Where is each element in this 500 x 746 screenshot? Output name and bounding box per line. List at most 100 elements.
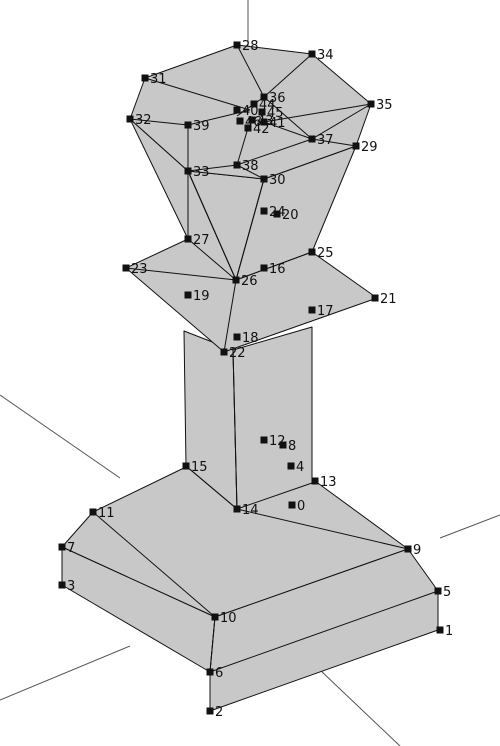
vertex-marker[interactable] (308, 248, 316, 256)
vertex-marker[interactable] (211, 613, 219, 621)
vertex-40[interactable]: 40 (233, 104, 259, 119)
vertex-marker[interactable] (206, 707, 214, 715)
vertex-37[interactable]: 37 (308, 133, 334, 148)
vertex-label: 31 (150, 72, 167, 87)
vertex-6[interactable]: 6 (206, 666, 224, 681)
vertex-11[interactable]: 11 (89, 506, 115, 521)
vertex-marker[interactable] (184, 235, 192, 243)
vertex-marker[interactable] (371, 294, 379, 302)
vertex-marker[interactable] (288, 501, 296, 509)
vertex-marker[interactable] (260, 207, 268, 215)
vertex-15[interactable]: 15 (182, 460, 208, 475)
vertex-marker[interactable] (308, 306, 316, 314)
vertex-22[interactable]: 22 (220, 346, 246, 361)
vertex-marker[interactable] (436, 626, 444, 634)
vertex-16[interactable]: 16 (260, 262, 286, 277)
vertex-marker[interactable] (260, 118, 268, 126)
vertex-12[interactable]: 12 (260, 434, 286, 449)
vertex-32[interactable]: 32 (126, 113, 152, 128)
vertex-marker[interactable] (58, 581, 66, 589)
vertex-20[interactable]: 20 (273, 208, 299, 223)
mesh-edge (311, 103, 372, 140)
vertex-marker[interactable] (248, 116, 256, 124)
vertex-27[interactable]: 27 (184, 233, 210, 248)
vertex-marker[interactable] (311, 477, 319, 485)
vertex-7[interactable]: 7 (58, 541, 76, 556)
vertex-34[interactable]: 34 (308, 48, 334, 63)
vertex-marker[interactable] (260, 436, 268, 444)
vertex-1[interactable]: 1 (436, 624, 454, 639)
vertex-5[interactable]: 5 (434, 585, 452, 600)
vertex-33[interactable]: 33 (184, 165, 210, 180)
vertex-marker[interactable] (250, 100, 258, 108)
vertex-marker[interactable] (258, 108, 266, 116)
vertex-marker[interactable] (58, 543, 66, 551)
vertex-marker[interactable] (233, 333, 241, 341)
vertex-marker[interactable] (308, 50, 316, 58)
vertex-2[interactable]: 2 (206, 705, 224, 720)
vertex-31[interactable]: 31 (141, 72, 167, 87)
vertex-marker[interactable] (184, 121, 192, 129)
vertex-4[interactable]: 4 (287, 460, 305, 475)
vertex-marker[interactable] (220, 348, 228, 356)
mesh-edge (144, 77, 251, 111)
vertex-marker[interactable] (182, 462, 190, 470)
vertex-26[interactable]: 26 (232, 274, 258, 289)
vertex-17[interactable]: 17 (308, 304, 334, 319)
vertex-38[interactable]: 38 (233, 159, 259, 174)
vertex-14[interactable]: 14 (233, 503, 259, 518)
vertex-marker[interactable] (89, 508, 97, 516)
vertex-marker[interactable] (273, 210, 281, 218)
vertex-marker[interactable] (122, 264, 130, 272)
vertex-19[interactable]: 19 (184, 289, 210, 304)
vertex-label: 33 (193, 165, 210, 180)
vertex-marker[interactable] (287, 462, 295, 470)
vertex-marker[interactable] (434, 587, 442, 595)
vertex-marker[interactable] (126, 115, 134, 123)
vertex-marker[interactable] (260, 93, 268, 101)
vertex-45[interactable]: 45 (258, 106, 284, 121)
vertex-24[interactable]: 24 (260, 205, 286, 220)
vertex-29[interactable]: 29 (352, 140, 378, 155)
vertex-marker[interactable] (184, 291, 192, 299)
vertex-marker[interactable] (308, 135, 316, 143)
vertex-36[interactable]: 36 (260, 91, 286, 106)
vertex-0[interactable]: 0 (288, 499, 306, 514)
vertex-label: 24 (269, 205, 286, 220)
vertex-marker[interactable] (233, 505, 241, 513)
vertex-41[interactable]: 41 (260, 116, 286, 131)
vertex-marker[interactable] (352, 142, 360, 150)
vertex-marker[interactable] (260, 175, 268, 183)
vertex-marker[interactable] (233, 106, 241, 114)
vertex-30[interactable]: 30 (260, 173, 286, 188)
vertex-46[interactable]: 46 (236, 115, 262, 130)
vertex-marker[interactable] (141, 74, 149, 82)
mesh-edge (209, 616, 216, 673)
vertex-10[interactable]: 10 (211, 611, 237, 626)
vertex-9[interactable]: 9 (404, 543, 422, 558)
vertex-28[interactable]: 28 (233, 39, 259, 54)
vertex-marker[interactable] (244, 124, 252, 132)
vertex-13[interactable]: 13 (311, 475, 337, 490)
vertex-marker[interactable] (233, 161, 241, 169)
vertex-marker[interactable] (279, 441, 287, 449)
vertex-21[interactable]: 21 (371, 292, 397, 307)
vertex-marker[interactable] (232, 276, 240, 284)
vertex-35[interactable]: 35 (367, 98, 393, 113)
vertex-42[interactable]: 42 (244, 122, 270, 137)
vertex-marker[interactable] (404, 545, 412, 553)
vertex-23[interactable]: 23 (122, 262, 148, 277)
vertex-25[interactable]: 25 (308, 246, 334, 261)
vertex-marker[interactable] (233, 41, 241, 49)
vertex-43[interactable]: 43 (248, 114, 274, 129)
vertex-marker[interactable] (236, 117, 244, 125)
vertex-marker[interactable] (367, 100, 375, 108)
vertex-marker[interactable] (260, 264, 268, 272)
vertex-8[interactable]: 8 (279, 439, 297, 454)
vertex-marker[interactable] (184, 167, 192, 175)
vertex-3[interactable]: 3 (58, 579, 76, 594)
vertex-18[interactable]: 18 (233, 331, 259, 346)
vertex-39[interactable]: 39 (184, 119, 210, 134)
vertex-marker[interactable] (206, 668, 214, 676)
